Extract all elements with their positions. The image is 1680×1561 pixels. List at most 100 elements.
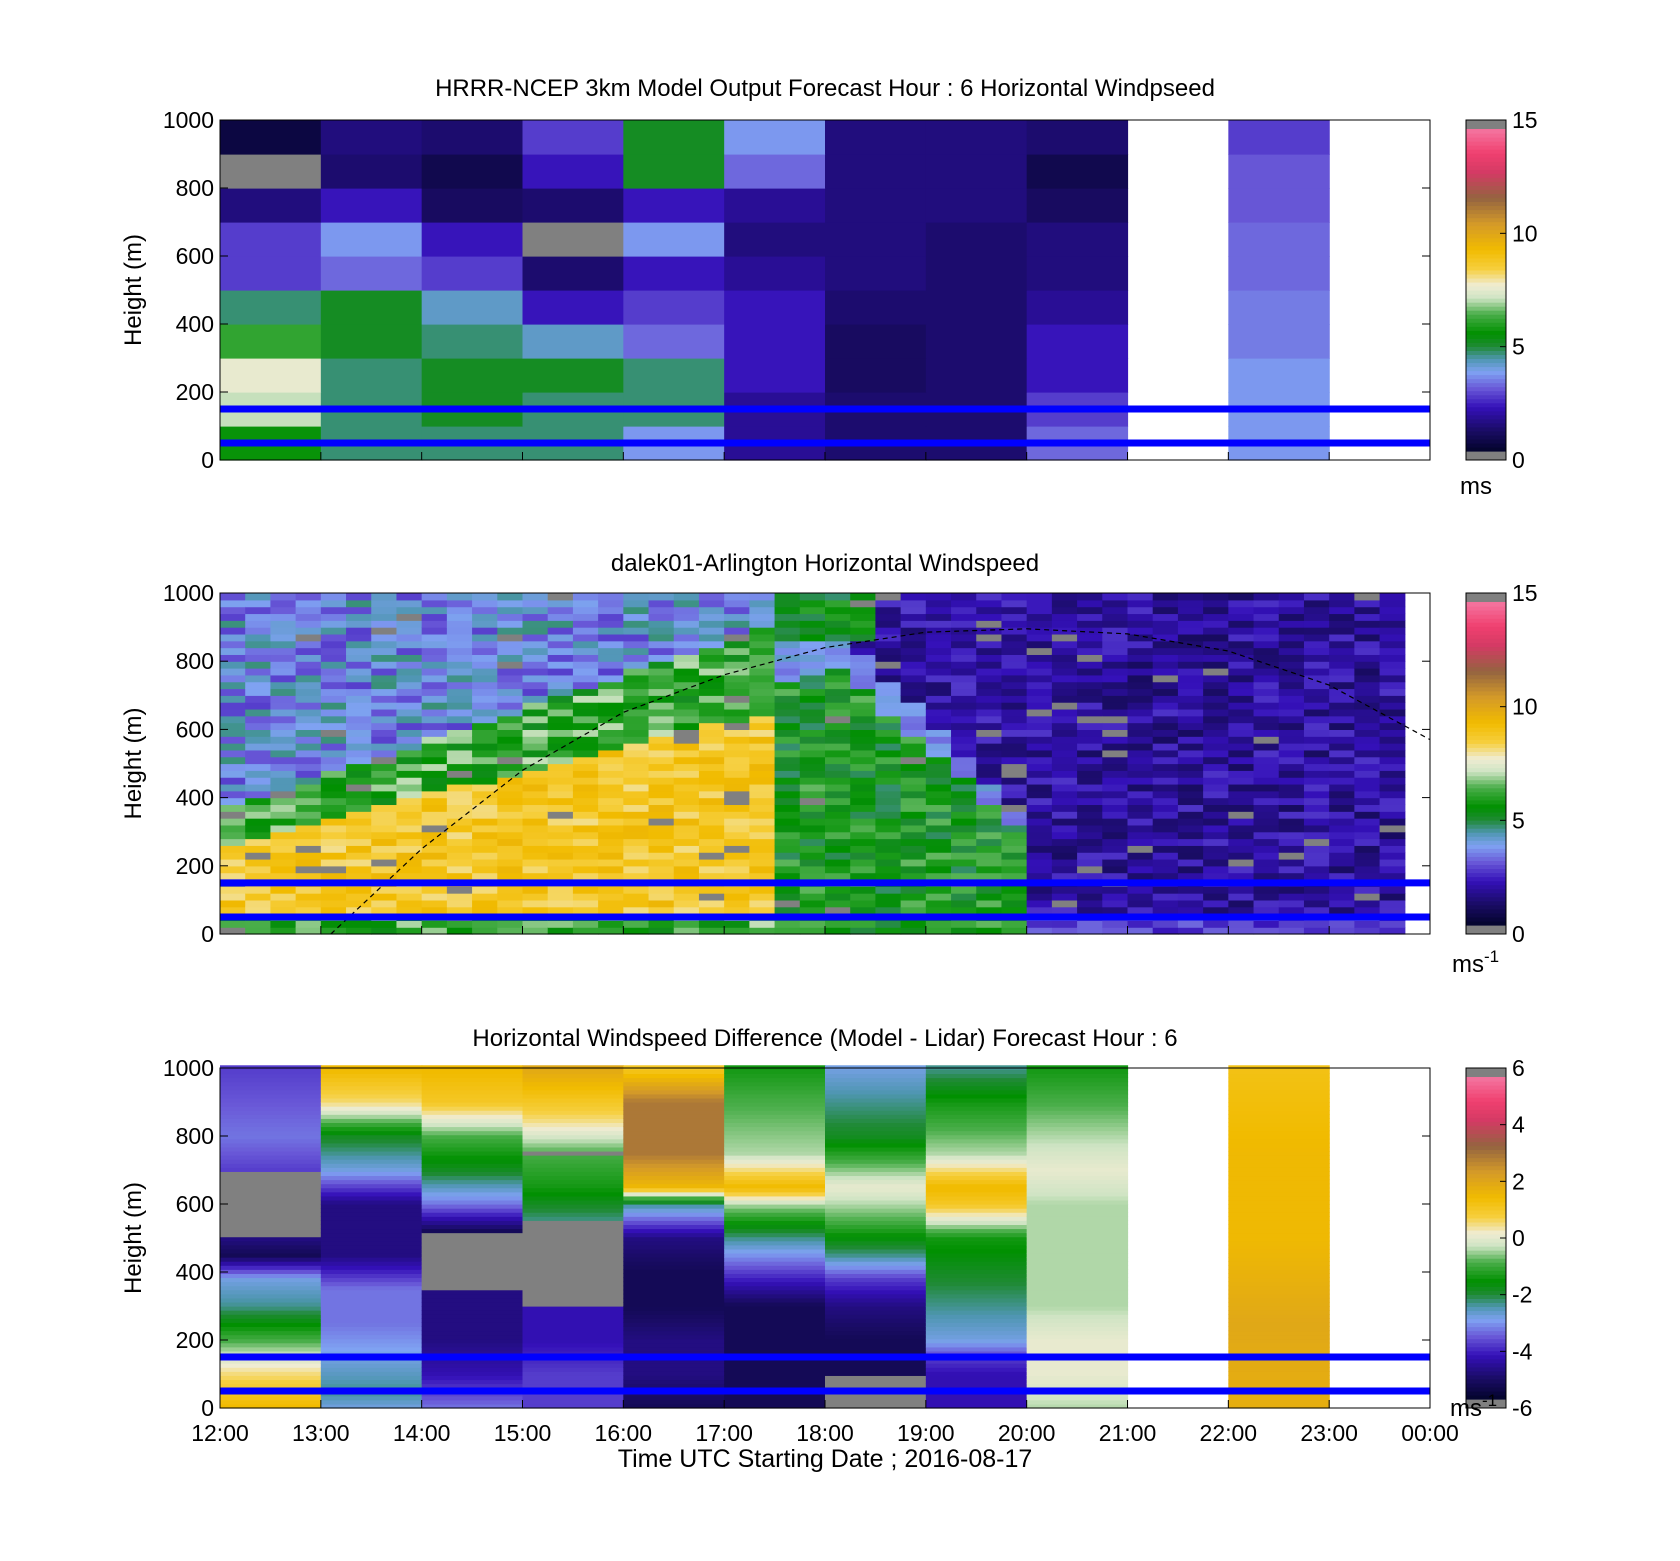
heatmap-cell <box>1026 1342 1129 1348</box>
heatmap-cell <box>1203 858 1229 867</box>
heatmap-cell <box>698 627 725 635</box>
heatmap-cell <box>497 865 524 874</box>
heatmap-cell <box>346 695 372 703</box>
heatmap-cell <box>1228 1326 1330 1332</box>
heatmap-cell <box>648 797 675 806</box>
colorbar-swatch <box>1466 670 1506 676</box>
heatmap-cell <box>1152 777 1179 785</box>
heatmap-cell <box>220 640 246 649</box>
heatmap-cell <box>522 1150 624 1156</box>
heatmap-cell <box>724 1159 826 1164</box>
heatmap-cell <box>925 1375 1028 1381</box>
heatmap-cell <box>1102 790 1129 799</box>
heatmap-cell <box>295 736 322 744</box>
heatmap-cell <box>270 715 297 724</box>
heatmap-cell <box>1026 681 1053 690</box>
heatmap-cell <box>396 899 423 908</box>
heatmap-cell <box>648 668 675 676</box>
heatmap-cell <box>1102 749 1129 758</box>
heatmap-cell <box>446 838 473 846</box>
heatmap-cell <box>295 593 322 601</box>
heatmap-cell <box>1354 865 1381 874</box>
heatmap-cell <box>1228 824 1255 833</box>
heatmap-cell <box>1177 797 1204 806</box>
heatmap-cell <box>925 1081 1028 1087</box>
heatmap-cell <box>245 852 272 860</box>
heatmap-cell <box>421 920 448 928</box>
heatmap-cell <box>774 613 801 621</box>
heatmap-cell <box>497 729 524 737</box>
heatmap-cell <box>371 804 398 812</box>
heatmap-cell <box>1379 668 1406 676</box>
heatmap-cell <box>522 188 624 223</box>
heatmap-cell <box>724 1379 826 1385</box>
heatmap-cell <box>825 1257 927 1262</box>
heatmap-cell <box>472 872 498 881</box>
heatmap-cell <box>371 722 398 730</box>
heatmap-cell <box>320 893 347 901</box>
heatmap-cell <box>598 627 624 635</box>
heatmap-cell <box>320 804 347 812</box>
heatmap-cell <box>623 1269 725 1274</box>
heatmap-cell <box>598 920 624 928</box>
heatmap-cell <box>724 1081 826 1087</box>
heatmap-cell <box>1253 899 1280 908</box>
heatmap-cell <box>1001 688 1028 696</box>
heatmap-cell <box>346 722 372 730</box>
heatmap-cell <box>1102 743 1129 751</box>
heatmap-cell <box>1228 1281 1330 1287</box>
heatmap-cell <box>1177 770 1204 778</box>
heatmap-cell <box>673 886 700 894</box>
heatmap-cell <box>1127 858 1154 867</box>
heatmap-cell <box>623 1110 725 1115</box>
heatmap-cell <box>1001 743 1028 751</box>
heatmap-cell <box>623 777 650 785</box>
heatmap-cell <box>1177 593 1204 601</box>
colorbar-swatch <box>1466 314 1506 319</box>
heatmap-cell <box>799 661 826 669</box>
heatmap-cell <box>825 1122 927 1128</box>
heatmap-cell <box>623 1146 725 1152</box>
colorbar-swatch <box>1466 1362 1506 1368</box>
colorbar-swatch <box>1466 1390 1506 1396</box>
heatmap-cell <box>623 599 650 608</box>
heatmap-cell <box>1077 593 1103 601</box>
heatmap-cell <box>446 858 473 867</box>
heatmap-cell <box>1026 886 1053 894</box>
heatmap-cell <box>976 674 1003 683</box>
heatmap-cell <box>825 1220 927 1225</box>
heatmap-cell <box>1354 756 1381 765</box>
heatmap-cell <box>522 1367 624 1372</box>
heatmap-cell <box>572 797 599 806</box>
heatmap-cell <box>900 824 927 833</box>
heatmap-cell <box>1354 899 1381 908</box>
heatmap-cell <box>572 852 599 860</box>
heatmap-cell <box>1077 811 1103 819</box>
heatmap-cell <box>295 831 322 840</box>
heatmap-cell <box>220 1265 322 1270</box>
heatmap-cell <box>598 633 624 642</box>
heatmap-cell <box>1077 872 1103 881</box>
heatmap-cell <box>724 1244 826 1250</box>
heatmap-cell <box>446 715 473 724</box>
heatmap-cell <box>220 838 246 846</box>
heatmap-cell <box>396 613 423 621</box>
heatmap-cell <box>598 893 624 901</box>
heatmap-cell <box>900 743 927 751</box>
heatmap-cell <box>1278 647 1305 655</box>
heatmap-cell <box>724 1122 826 1128</box>
heatmap-cell <box>270 627 297 635</box>
heatmap-cell <box>320 1379 423 1385</box>
heatmap-cell <box>1077 674 1103 683</box>
heatmap-cell <box>774 852 801 860</box>
heatmap-cell <box>245 811 272 819</box>
heatmap-cell <box>295 927 322 935</box>
heatmap-cell <box>1026 1122 1129 1128</box>
heatmap-cell <box>623 1089 725 1095</box>
heatmap-cell <box>522 1191 624 1197</box>
heatmap-cell <box>547 681 574 690</box>
heatmap-cell <box>623 1106 725 1111</box>
heatmap-cell <box>220 120 322 155</box>
heatmap-cell <box>1001 797 1028 806</box>
heatmap-cell <box>951 606 977 615</box>
